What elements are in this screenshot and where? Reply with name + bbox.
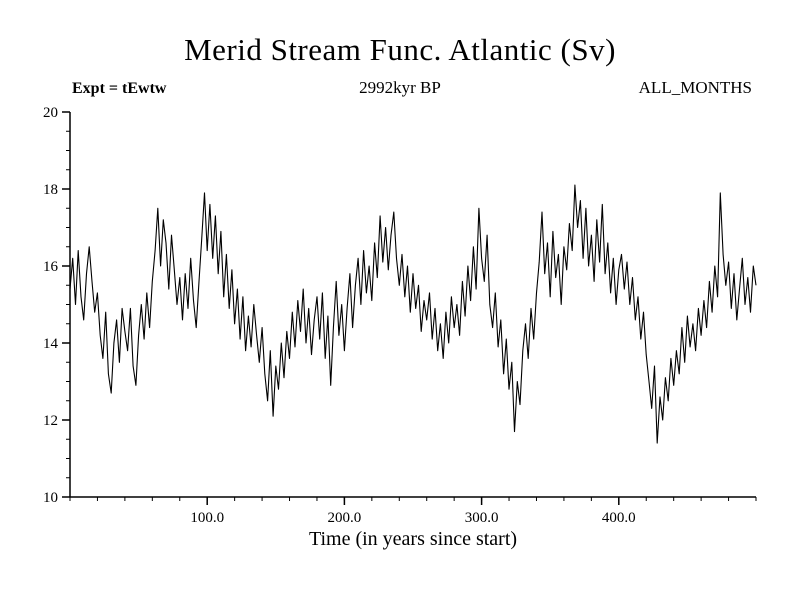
timeseries-line <box>69 184 757 444</box>
y-tick-label: 14 <box>43 336 59 352</box>
x-tick-label: 100.0 <box>190 510 224 526</box>
x-tick-label: 200.0 <box>328 510 362 526</box>
y-tick-label: 10 <box>43 490 58 506</box>
y-tick-label: 12 <box>43 413 58 429</box>
x-axis-title: Time (in years since start) <box>308 528 518 550</box>
chart-title: Merid Stream Func. Atlantic (Sv) <box>184 32 616 67</box>
experiment-label: Expt = tEwtw <box>72 80 167 97</box>
y-tick-label: 16 <box>43 259 59 275</box>
time-period-label: 2992kyr BP <box>359 78 441 97</box>
x-tick-label: 400.0 <box>602 510 636 526</box>
months-label: ALL_MONTHS <box>638 78 752 97</box>
y-tick-label: 20 <box>43 105 58 121</box>
x-tick-label: 300.0 <box>465 510 499 526</box>
y-tick-label: 18 <box>43 182 58 198</box>
